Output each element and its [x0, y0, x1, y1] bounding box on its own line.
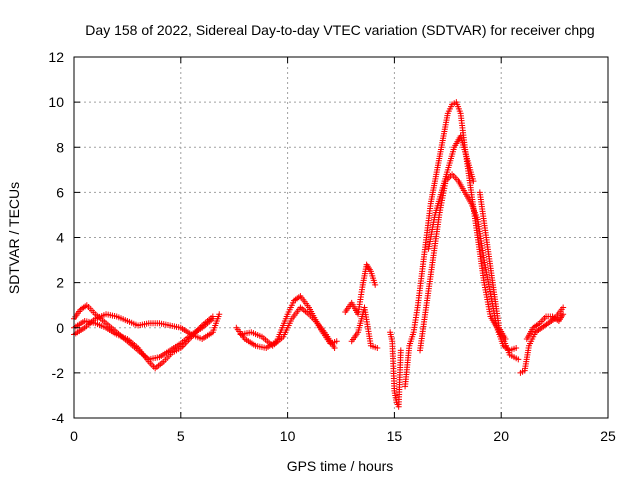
x-tick-label: 20 — [493, 428, 509, 444]
series-track-g — [348, 304, 381, 352]
data-point — [333, 338, 340, 345]
series-track-k — [425, 132, 477, 252]
data-point — [513, 345, 520, 352]
y-axis-label: SDTVAR / TECUs — [6, 182, 22, 294]
y-tick-label: -2 — [52, 365, 65, 381]
data-point — [374, 345, 381, 352]
chart-title: Day 158 of 2022, Sidereal Day-to-day VTE… — [85, 22, 594, 38]
x-tick-label: 5 — [177, 428, 185, 444]
y-tick-label: 6 — [56, 184, 64, 200]
y-tick-label: 2 — [56, 275, 64, 291]
data-point — [470, 178, 477, 185]
x-tick-label: 15 — [387, 428, 403, 444]
y-tick-label: 12 — [48, 49, 64, 65]
series-track-c — [71, 313, 216, 372]
data-point — [502, 336, 509, 343]
series-track-h — [387, 329, 404, 410]
y-tick-label: 8 — [56, 139, 64, 155]
y-tick-label: 10 — [48, 94, 64, 110]
data-point — [560, 311, 567, 318]
x-axis-label: GPS time / hours — [287, 458, 394, 474]
data-point — [209, 313, 216, 320]
x-tick-label: 10 — [280, 428, 296, 444]
series-track-f — [342, 261, 379, 318]
x-tick-label: 25 — [600, 428, 616, 444]
y-tick-label: -4 — [52, 410, 65, 426]
data-point — [216, 311, 223, 318]
series-track-j — [417, 171, 520, 354]
y-tick-label: 4 — [56, 230, 64, 246]
series-track-b — [71, 311, 223, 343]
data-point — [331, 345, 338, 352]
x-tick-label: 0 — [70, 428, 78, 444]
points-layer — [71, 99, 567, 410]
data-point — [372, 281, 379, 288]
series-track-m — [517, 304, 567, 376]
data-point — [397, 347, 404, 354]
ticks-layer: 0 5 10 15 20 25 -4 -2 0 2 4 6 8 10 12 — [48, 49, 616, 444]
series-track-i — [402, 99, 522, 390]
y-tick-label: 0 — [56, 320, 64, 336]
series-track-e — [237, 304, 338, 352]
data-point — [560, 304, 567, 311]
data-point — [515, 356, 522, 363]
series-track-l — [476, 189, 509, 343]
series-track-n — [523, 311, 567, 343]
